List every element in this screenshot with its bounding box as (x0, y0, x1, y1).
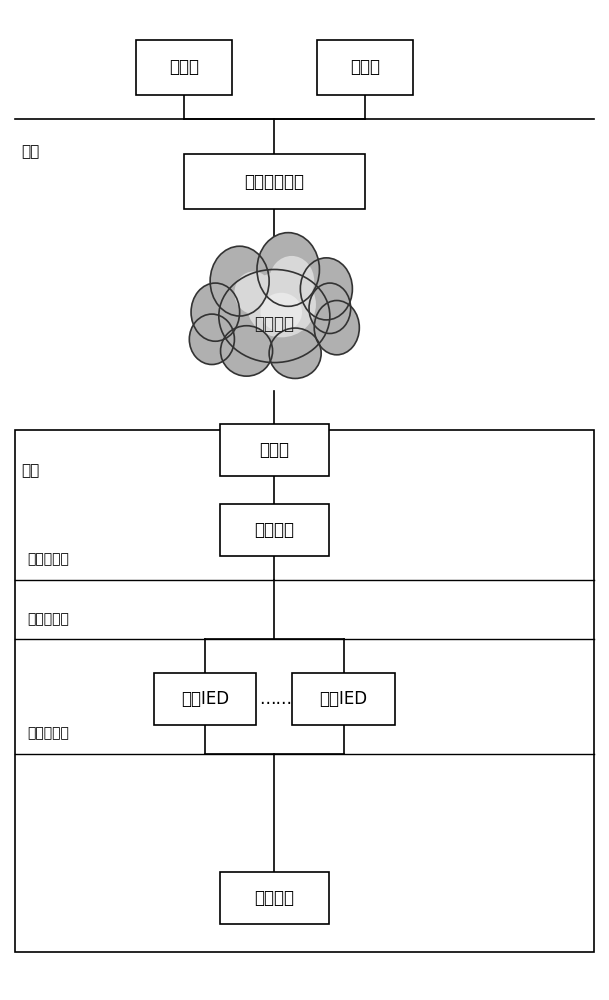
Text: 一次设备: 一次设备 (255, 889, 294, 907)
Bar (220, 872, 329, 924)
Text: 保护IED: 保护IED (181, 690, 229, 708)
Bar (136, 40, 232, 95)
Ellipse shape (234, 271, 273, 314)
Bar (292, 673, 395, 725)
Text: 远动设备: 远动设备 (255, 521, 294, 539)
Bar (184, 154, 365, 209)
Text: 工作站: 工作站 (169, 58, 199, 76)
Ellipse shape (191, 283, 239, 341)
Ellipse shape (210, 246, 269, 316)
Bar (317, 40, 413, 95)
Ellipse shape (219, 269, 330, 363)
Ellipse shape (247, 271, 316, 337)
Bar (15, 430, 594, 952)
Bar (220, 424, 329, 476)
Ellipse shape (300, 258, 353, 320)
Ellipse shape (269, 256, 314, 306)
Text: 交换机: 交换机 (259, 441, 289, 459)
Ellipse shape (257, 233, 320, 306)
Text: 主站: 主站 (21, 144, 39, 159)
Text: 站控层网络: 站控层网络 (27, 553, 69, 567)
Text: 厂站: 厂站 (21, 463, 39, 478)
Text: 前置通信设备: 前置通信设备 (244, 173, 304, 191)
Text: ……: …… (259, 690, 292, 708)
Ellipse shape (220, 326, 273, 376)
Ellipse shape (189, 314, 234, 365)
Ellipse shape (269, 328, 321, 378)
Bar (220, 504, 329, 556)
Text: 测控IED: 测控IED (320, 690, 368, 708)
Text: 过程层网络: 过程层网络 (27, 727, 69, 741)
Bar (153, 673, 256, 725)
Ellipse shape (314, 301, 359, 355)
Text: 工作站: 工作站 (350, 58, 380, 76)
Text: 远动通道: 远动通道 (255, 315, 294, 333)
Ellipse shape (261, 293, 302, 332)
Text: 间隔层网络: 间隔层网络 (27, 612, 69, 626)
Ellipse shape (309, 283, 351, 333)
